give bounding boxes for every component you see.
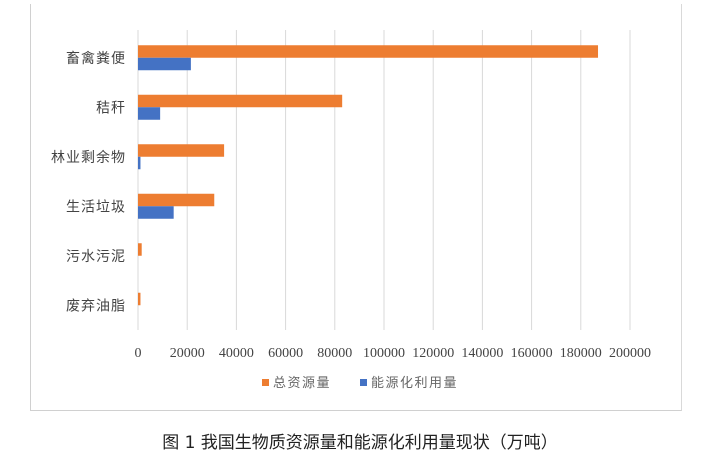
bar-total	[138, 45, 599, 58]
legend-label: 总资源量	[273, 376, 331, 391]
y-category-label: 废弃油脂	[66, 298, 126, 314]
bar-total	[138, 193, 215, 207]
bar-energy	[138, 107, 161, 120]
chart-frame	[30, 4, 682, 411]
x-tick-label: 120000	[412, 346, 454, 361]
x-tick-label: 140000	[461, 346, 503, 361]
x-tick-label: 160000	[511, 346, 553, 361]
bar-total	[138, 144, 225, 157]
chart-title: 图 1 我国生物质资源量和能源化利用量现状（万吨）	[162, 433, 558, 453]
legend-label: 能源化利用量	[371, 376, 458, 391]
bar-total	[138, 94, 343, 108]
y-category-label: 污水污泥	[66, 249, 126, 265]
bar-energy	[138, 156, 141, 170]
x-tick-label: 80000	[317, 346, 352, 361]
bar-total	[138, 292, 141, 306]
y-category-label: 秸秆	[96, 100, 126, 116]
x-tick-label: 200000	[609, 346, 651, 361]
x-tick-label: 40000	[219, 346, 254, 361]
x-tick-label: 180000	[560, 346, 602, 361]
y-category-label: 林业剩余物	[51, 149, 126, 166]
legend-swatch	[360, 379, 367, 386]
x-tick-label: 0	[135, 346, 142, 361]
bar-energy	[138, 57, 191, 71]
x-tick-label: 20000	[170, 346, 205, 361]
y-category-label: 生活垃圾	[66, 199, 126, 215]
x-tick-label: 100000	[363, 346, 405, 361]
y-category-label: 畜禽粪便	[66, 50, 126, 67]
bar-energy	[138, 206, 174, 219]
legend-swatch	[262, 379, 269, 386]
bar-total	[138, 243, 142, 256]
x-tick-label: 60000	[268, 346, 303, 361]
